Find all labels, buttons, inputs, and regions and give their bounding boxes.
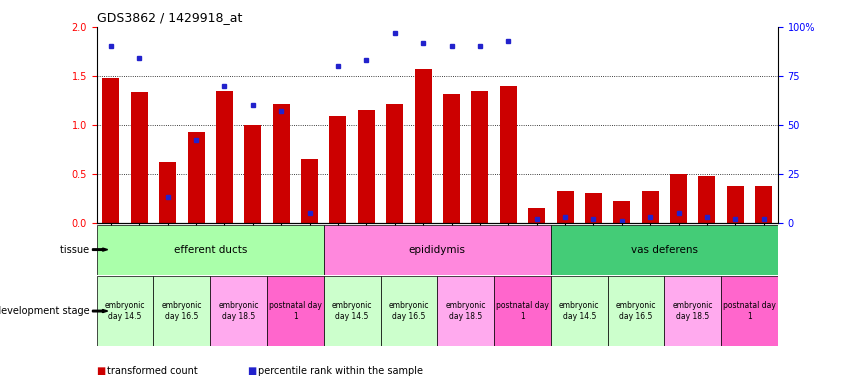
Text: tissue: tissue — [61, 245, 93, 255]
Bar — [528, 208, 545, 223]
Bar — [698, 176, 716, 223]
Bar — [159, 162, 176, 223]
Bar — [324, 225, 551, 275]
Text: ■: ■ — [97, 366, 109, 376]
Bar — [584, 194, 602, 223]
Bar — [755, 185, 772, 223]
Bar — [613, 201, 630, 223]
Text: epididymis: epididymis — [409, 245, 466, 255]
Text: postnatal day
1: postnatal day 1 — [723, 301, 776, 321]
Text: percentile rank within the sample: percentile rank within the sample — [258, 366, 423, 376]
Bar — [153, 276, 210, 346]
Bar — [103, 78, 119, 223]
Text: vas deferens: vas deferens — [631, 245, 698, 255]
Bar — [301, 159, 318, 223]
Text: GDS3862 / 1429918_at: GDS3862 / 1429918_at — [97, 11, 242, 24]
Text: embryonic
day 16.5: embryonic day 16.5 — [616, 301, 656, 321]
Bar — [443, 94, 460, 223]
Text: embryonic
day 14.5: embryonic day 14.5 — [332, 301, 373, 321]
Bar — [97, 225, 324, 275]
Bar — [664, 276, 721, 346]
Bar — [272, 104, 289, 223]
Bar — [494, 276, 551, 346]
Bar — [97, 276, 153, 346]
Bar — [267, 276, 324, 346]
Bar — [324, 276, 380, 346]
Bar — [721, 276, 778, 346]
Text: postnatal day
1: postnatal day 1 — [269, 301, 322, 321]
Text: embryonic
day 18.5: embryonic day 18.5 — [219, 301, 259, 321]
Bar — [471, 91, 489, 223]
Bar — [210, 276, 267, 346]
Bar — [551, 276, 607, 346]
Text: embryonic
day 18.5: embryonic day 18.5 — [446, 301, 486, 321]
Bar — [357, 110, 375, 223]
Bar — [386, 104, 403, 223]
Text: embryonic
day 14.5: embryonic day 14.5 — [105, 301, 145, 321]
Bar — [437, 276, 495, 346]
Bar — [330, 116, 346, 223]
Bar — [380, 276, 437, 346]
Bar — [727, 185, 743, 223]
Bar — [557, 191, 574, 223]
Text: development stage: development stage — [0, 306, 93, 316]
Text: embryonic
day 14.5: embryonic day 14.5 — [559, 301, 600, 321]
Text: embryonic
day 16.5: embryonic day 16.5 — [161, 301, 202, 321]
Bar — [607, 276, 664, 346]
Bar — [551, 225, 778, 275]
Bar — [500, 86, 516, 223]
Bar — [642, 191, 659, 223]
Text: transformed count: transformed count — [107, 366, 198, 376]
Bar — [130, 93, 148, 223]
Text: efferent ducts: efferent ducts — [173, 245, 247, 255]
Text: ■: ■ — [248, 366, 261, 376]
Text: embryonic
day 18.5: embryonic day 18.5 — [673, 301, 713, 321]
Bar — [216, 91, 233, 223]
Bar — [415, 69, 431, 223]
Bar — [244, 125, 262, 223]
Bar — [670, 174, 687, 223]
Bar — [188, 132, 204, 223]
Text: postnatal day
1: postnatal day 1 — [496, 301, 549, 321]
Text: embryonic
day 16.5: embryonic day 16.5 — [389, 301, 429, 321]
